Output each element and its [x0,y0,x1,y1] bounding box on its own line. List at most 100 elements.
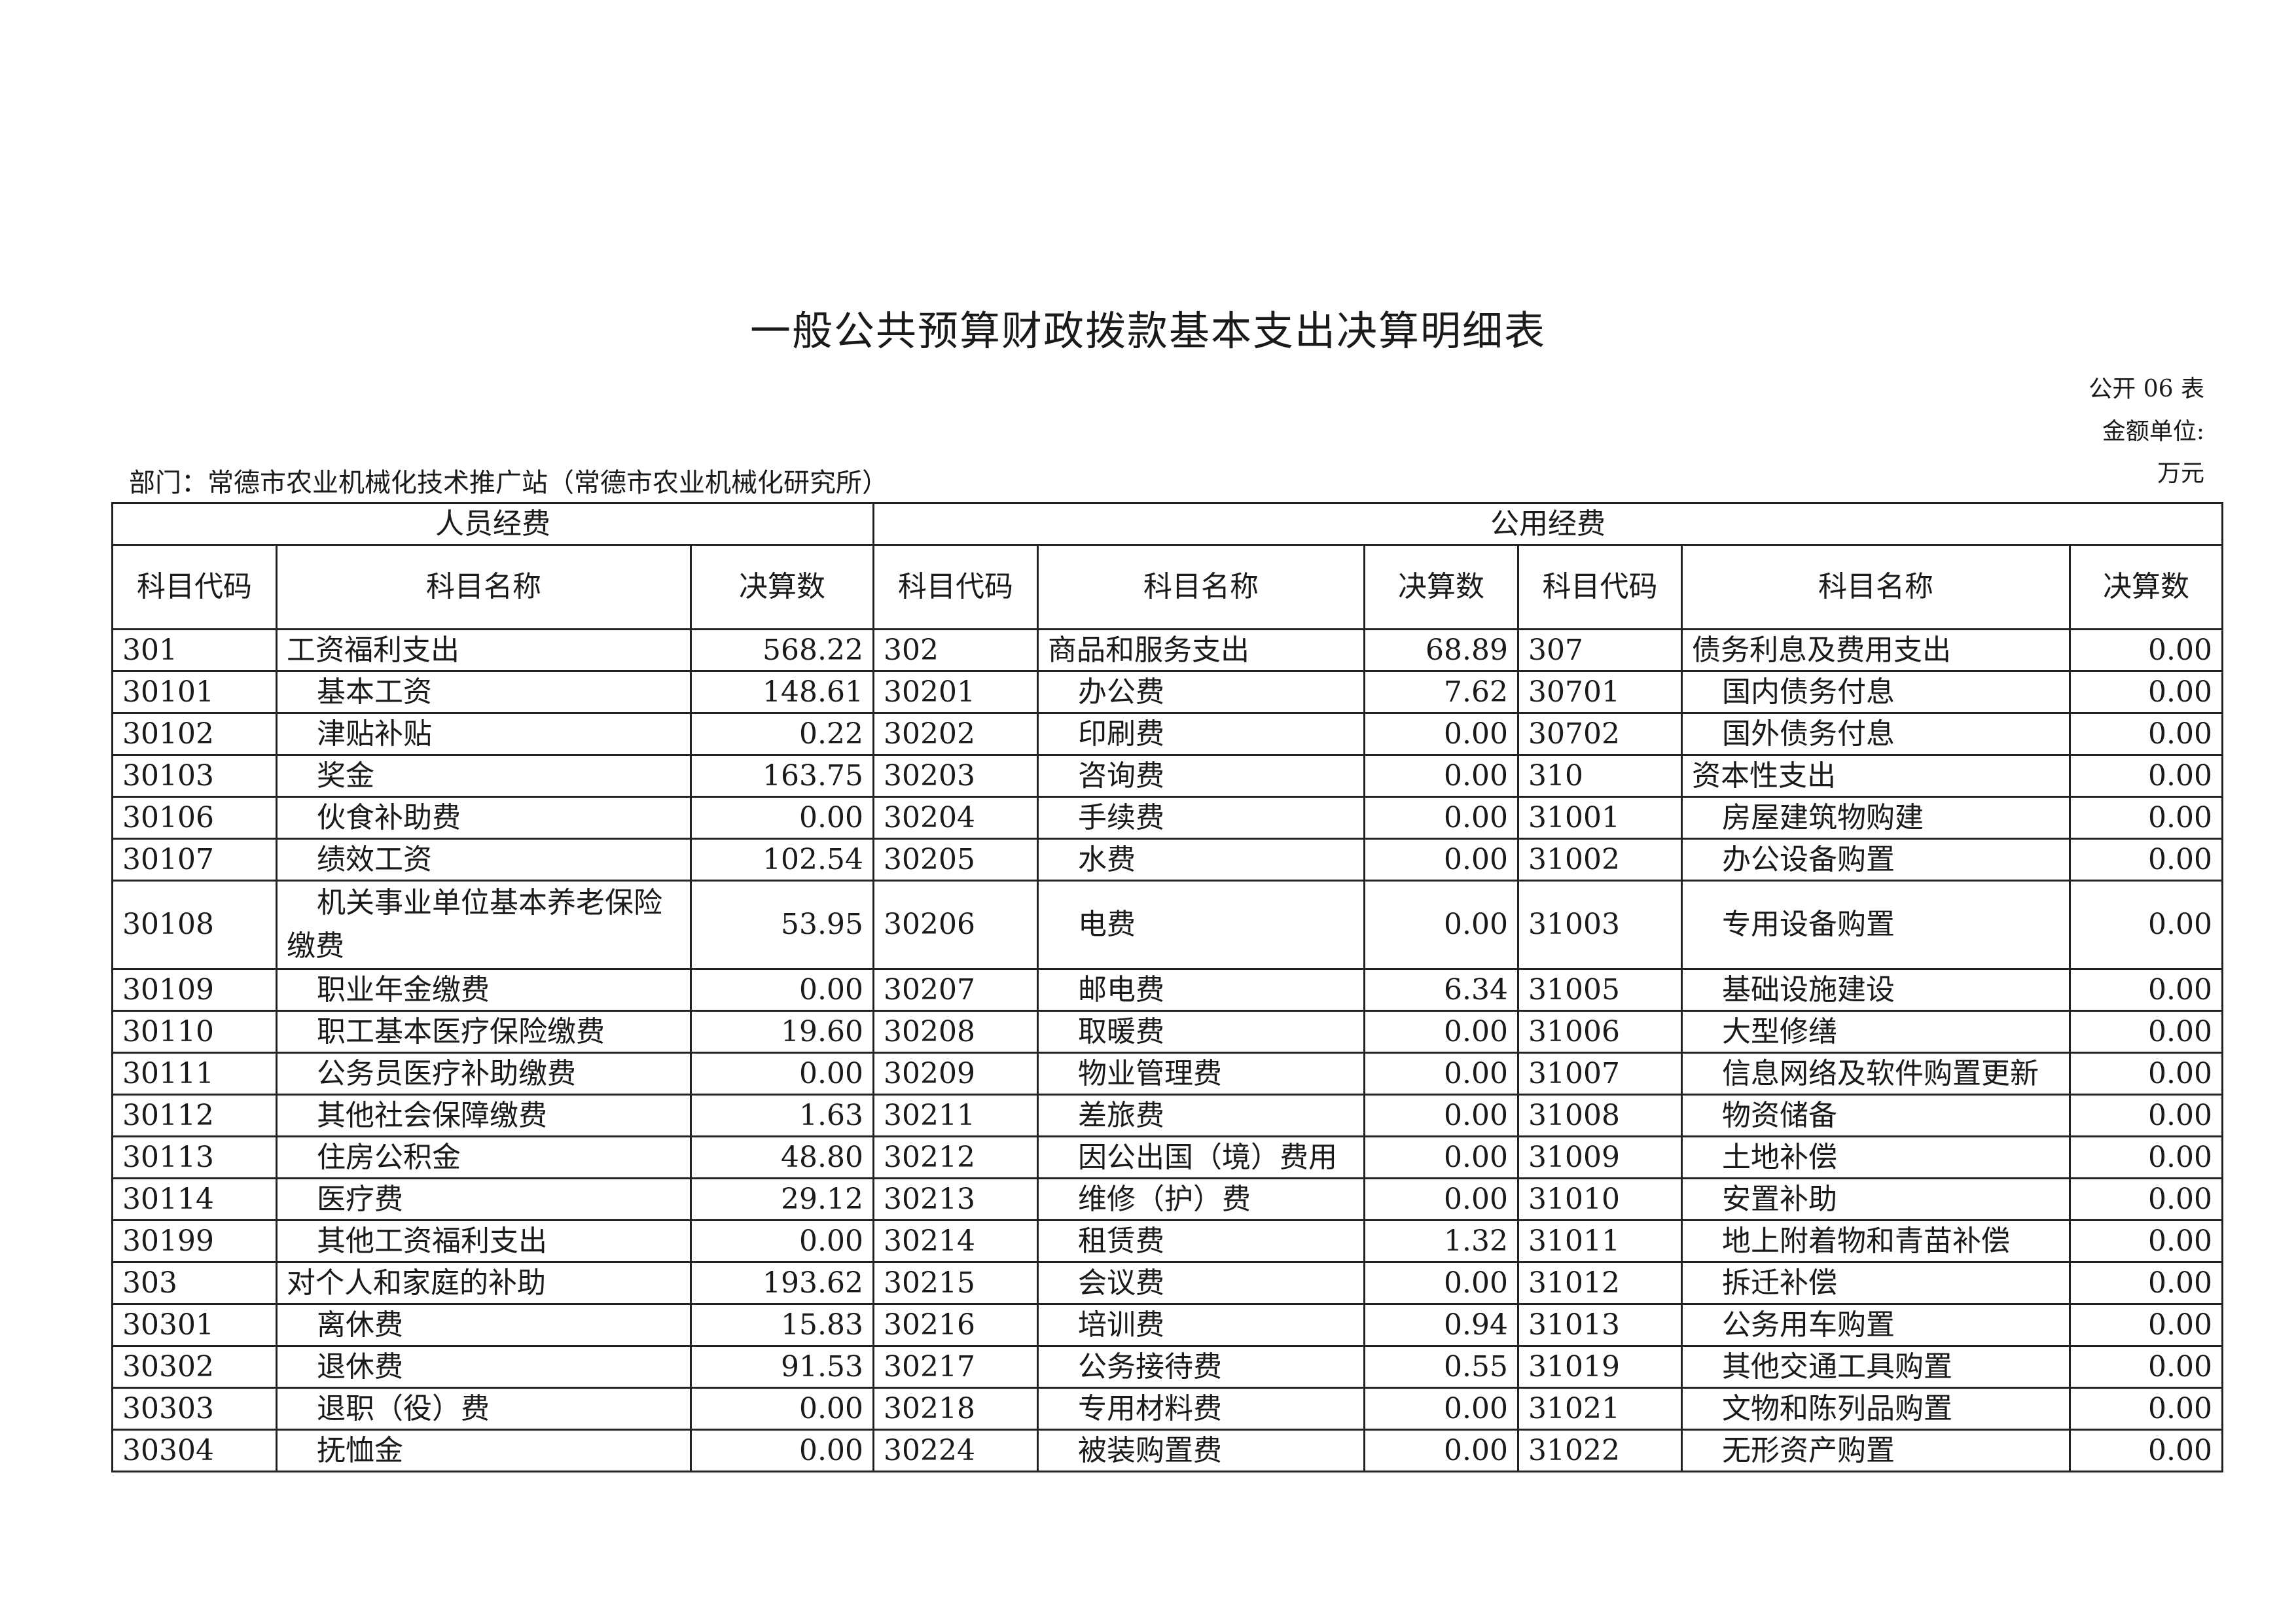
cell-name: 物业管理费 [1037,1052,1365,1096]
cell-code: 30114 [111,1177,278,1221]
cell-name: 债务利息及费用支出 [1681,628,2071,672]
cell-amount: 0.00 [2069,1429,2223,1472]
cell-amount: 0.94 [1363,1303,1519,1347]
cell-amount: 19.60 [690,1010,874,1054]
cell-code: 30218 [872,1387,1039,1431]
cell-name: 因公出国（境）费用 [1037,1135,1365,1179]
cell-name: 维修（护）费 [1037,1177,1365,1221]
group-header-personnel: 人员经费 [111,502,874,546]
cell-name: 信息网络及软件购置更新 [1681,1052,2071,1096]
cell-amount: 568.22 [690,628,874,672]
cell-code: 30113 [111,1135,278,1179]
cell-name: 水费 [1037,838,1365,882]
cell-code: 30102 [111,712,278,756]
column-header: 决算数 [2069,544,2223,630]
cell-code: 31003 [1517,880,1683,970]
cell-amount: 0.00 [2069,1010,2223,1054]
cell-amount: 0.00 [1363,754,1519,798]
cell-name: 房屋建筑物购建 [1681,796,2071,840]
table-row: 30114 医疗费 29.12 30213 维修（护）费 0.00 31010 安置补助 0.0… [111,1177,2223,1221]
cell-code: 307 [1517,628,1683,672]
cell-code: 31005 [1517,968,1683,1012]
cell-code: 301 [111,628,278,672]
cell-name: 机关事业单位基本养老保险缴费 [276,880,692,970]
cell-name: 印刷费 [1037,712,1365,756]
cell-amount: 0.00 [2069,838,2223,882]
department: 部门：常德市农业机械化技术推广站（常德市农业机械化研究所） [129,468,888,498]
cell-name: 土地补偿 [1681,1135,2071,1179]
cell-name: 医疗费 [276,1177,692,1221]
cell-amount: 0.00 [1363,1177,1519,1221]
table-row: 30301 离休费 15.83 30216 培训费 0.94 31013 公务用车购置 0.00 [111,1303,2223,1347]
cell-amount: 0.00 [690,968,874,1012]
cell-code: 30217 [872,1345,1039,1389]
cell-code: 30103 [111,754,278,798]
cell-code: 30109 [111,968,278,1012]
cell-amount: 0.00 [1363,1135,1519,1179]
cell-name: 基本工资 [276,670,692,714]
table-row: 30107 绩效工资 102.54 30205 水费 0.00 31002 办公设备购置 0.0… [111,838,2223,882]
cell-amount: 0.00 [2069,1387,2223,1431]
cell-name: 职业年金缴费 [276,968,692,1012]
cell-name: 基础设施建设 [1681,968,2071,1012]
table-row: 30106 伙食补助费 0.00 30204 手续费 0.00 31001 房屋建筑物购建 0.… [111,796,2223,840]
cell-amount: 0.00 [1363,1387,1519,1431]
cell-code: 30112 [111,1094,278,1137]
cell-amount: 0.00 [690,1429,874,1472]
table-row: 303 对个人和家庭的补助 193.62 30215 会议费 0.00 31012 拆迁补偿 0… [111,1261,2223,1305]
table-row: 30112 其他社会保障缴费 1.63 30211 差旅费 0.00 31008 物资储备 0.… [111,1094,2223,1137]
cell-amount: 0.55 [1363,1345,1519,1389]
table-row: 30304 抚恤金 0.00 30224 被装购置费 0.00 31022 无形资产购置 0.0… [111,1429,2223,1472]
cell-code: 31021 [1517,1387,1683,1431]
cell-code: 30106 [111,796,278,840]
cell-code: 30213 [872,1177,1039,1221]
group-header-public: 公用经费 [872,502,2223,546]
cell-code: 310 [1517,754,1683,798]
cell-code: 31008 [1517,1094,1683,1137]
cell-code: 302 [872,628,1039,672]
cell-code: 30301 [111,1303,278,1347]
table-row: 30108 机关事业单位基本养老保险缴费 53.95 30206 电费 0.00 31003… [111,880,2223,970]
cell-name: 专用设备购置 [1681,880,2071,970]
cell-amount: 0.00 [1363,1052,1519,1096]
cell-name: 职工基本医疗保险缴费 [276,1010,692,1054]
cell-amount: 0.00 [2069,1219,2223,1263]
cell-name: 商品和服务支出 [1037,628,1365,672]
table-row: 30303 退职（役）费 0.00 30218 专用材料费 0.00 31021 文物和陈列品… [111,1387,2223,1431]
cell-code: 30205 [872,838,1039,882]
cell-name: 公务员医疗补助缴费 [276,1052,692,1096]
cell-amount: 0.00 [2069,754,2223,798]
cell-amount: 0.00 [690,1052,874,1096]
cell-name: 安置补助 [1681,1177,2071,1221]
cell-name: 大型修缮 [1681,1010,2071,1054]
column-header: 决算数 [690,544,874,630]
table-row: 30103 奖金 163.75 30203 咨询费 0.00 310 资本性支出 0.00 [111,754,2223,798]
cell-name: 取暖费 [1037,1010,1365,1054]
cell-amount: 68.89 [1363,628,1519,672]
cell-code: 31001 [1517,796,1683,840]
cell-code: 31019 [1517,1345,1683,1389]
cell-code: 30111 [111,1052,278,1096]
cell-name: 差旅费 [1037,1094,1365,1137]
cell-name: 国内债务付息 [1681,670,2071,714]
cell-code: 31007 [1517,1052,1683,1096]
cell-name: 工资福利支出 [276,628,692,672]
cell-code: 30209 [872,1052,1039,1096]
column-header: 科目名称 [1681,544,2071,630]
cell-code: 30302 [111,1345,278,1389]
cell-name: 对个人和家庭的补助 [276,1261,692,1305]
cell-name: 办公设备购置 [1681,838,2071,882]
cell-code: 30110 [111,1010,278,1054]
cell-name: 退职（役）费 [276,1387,692,1431]
cell-name: 拆迁补偿 [1681,1261,2071,1305]
cell-code: 31012 [1517,1261,1683,1305]
table-row: 30102 津贴补贴 0.22 30202 印刷费 0.00 30702 国外债务付息 0.00 [111,712,2223,756]
cell-amount: 48.80 [690,1135,874,1179]
cell-amount: 0.00 [1363,796,1519,840]
cell-name: 其他工资福利支出 [276,1219,692,1263]
cell-amount: 0.00 [1363,880,1519,970]
table-number: 公开 06 表 [2089,376,2204,402]
cell-name: 专用材料费 [1037,1387,1365,1431]
cell-amount: 163.75 [690,754,874,798]
cell-code: 30702 [1517,712,1683,756]
